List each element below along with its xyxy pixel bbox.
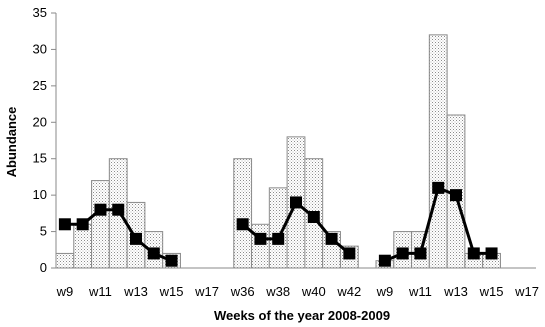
x-tick-label: w11 xyxy=(408,284,432,299)
x-tick-label: w42 xyxy=(336,284,361,299)
x-tick-label: w36 xyxy=(230,284,255,299)
y-tick-label: 35 xyxy=(33,5,47,20)
x-tick-label: w15 xyxy=(159,284,184,299)
line-point xyxy=(343,247,356,260)
y-tick-label: 20 xyxy=(33,114,47,129)
x-axis-title: Weeks of the year 2008-2009 xyxy=(214,308,390,323)
y-tick-label: 0 xyxy=(40,260,47,275)
bar xyxy=(91,180,110,269)
x-tick-label: w9 xyxy=(376,284,394,299)
bar xyxy=(73,223,93,269)
line-point xyxy=(325,232,338,245)
x-tick-label: w9 xyxy=(56,284,74,299)
line-point xyxy=(254,232,267,245)
line-point xyxy=(396,247,409,260)
line-point xyxy=(307,211,320,223)
y-tick-label: 30 xyxy=(33,41,47,56)
y-axis: 0 5 10 15 20 25 30 35 xyxy=(33,5,57,275)
line-point xyxy=(236,218,249,231)
y-tick-label: 15 xyxy=(33,151,47,166)
x-tick-label: w13 xyxy=(123,284,148,299)
bar xyxy=(55,252,75,269)
line-point xyxy=(130,232,142,245)
line-point xyxy=(450,189,462,202)
y-axis-title: Abundance xyxy=(4,107,19,178)
line-point xyxy=(76,218,89,231)
x-axis: w9 w11 w13 w15 w17 w36 w38 w40 w42 w9 w11 w13 w15 w17 xyxy=(56,267,539,299)
line-point xyxy=(165,254,178,267)
line-point xyxy=(378,254,391,267)
line-point xyxy=(290,196,302,209)
bar xyxy=(251,223,270,269)
line-series xyxy=(58,181,498,267)
line-point xyxy=(94,203,107,216)
x-tick-label: w17 xyxy=(194,284,219,299)
line-point xyxy=(147,247,160,260)
line-point xyxy=(112,203,125,216)
line-point xyxy=(467,247,480,260)
x-tick-label: w40 xyxy=(301,284,326,299)
y-tick-label: 5 xyxy=(40,224,47,239)
y-tick-label: 25 xyxy=(33,78,47,93)
x-tick-label: w13 xyxy=(443,284,468,299)
bar xyxy=(233,158,253,269)
y-tick-label: 10 xyxy=(33,187,47,202)
x-tick-label: w17 xyxy=(514,284,539,299)
x-tick-label: w11 xyxy=(88,284,112,299)
bar xyxy=(428,34,448,269)
line-point xyxy=(432,181,445,194)
x-tick-label: w38 xyxy=(265,284,290,299)
line-point xyxy=(414,247,427,260)
line-point xyxy=(272,232,285,245)
line-point xyxy=(58,218,71,231)
x-tick-label: w15 xyxy=(479,284,504,299)
line-point xyxy=(485,247,498,260)
